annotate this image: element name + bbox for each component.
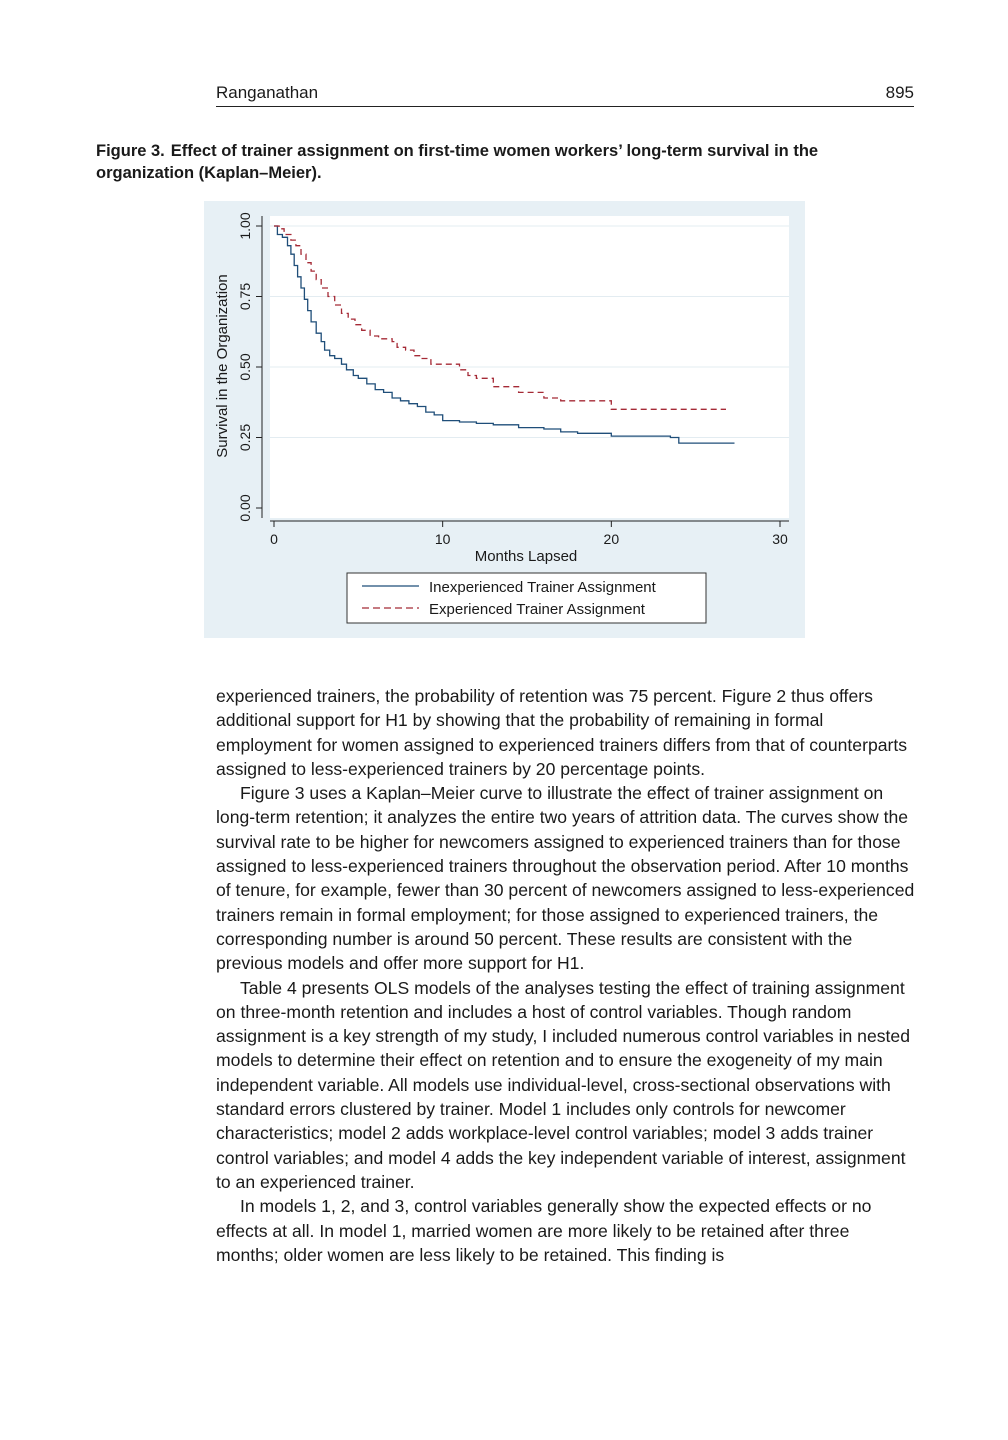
y-tick-label: 1.00 — [237, 212, 253, 239]
axis-ticks: 0.00 0.25 0.50 0.75 1.00 0 10 20 30 — [237, 212, 788, 547]
x-tick-label: 30 — [772, 531, 788, 547]
figure-panel: 0.00 0.25 0.50 0.75 1.00 0 10 20 30 Survival in … — [204, 201, 805, 638]
legend-label-inexperienced: Inexperienced Trainer Assignment — [429, 579, 657, 596]
x-tick-label: 10 — [435, 531, 451, 547]
running-head-author: Ranganathan — [216, 83, 319, 102]
legend: Inexperienced Trainer Assignment Experie… — [346, 572, 707, 624]
series-line-inexperienced — [274, 225, 735, 444]
y-tick-label: 0.50 — [237, 353, 253, 380]
figure-label: Figure 3. — [96, 142, 165, 160]
legend-box — [346, 572, 707, 624]
page-number: 895 — [885, 83, 914, 102]
paragraph: Table 4 presents OLS models of the analy… — [216, 977, 910, 1192]
x-tick-label: 0 — [270, 531, 278, 547]
grid-lines — [270, 225, 789, 438]
x-tick-label: 20 — [604, 531, 620, 547]
body-text: experienced trainers, the probability of… — [216, 684, 916, 1267]
series-line-experienced — [274, 225, 726, 410]
figure-caption-text: Effect of trainer assignment on first-ti… — [96, 142, 819, 182]
paragraph: In models 1, 2, and 3, control variables… — [216, 1196, 872, 1265]
x-axis-title: Months Lapsed — [475, 548, 578, 565]
legend-label-experienced: Experienced Trainer Assignment — [429, 601, 646, 618]
kaplan-meier-chart: 0.00 0.25 0.50 0.75 1.00 0 10 20 30 Survival in … — [214, 212, 789, 624]
paragraph: Figure 3 uses a Kaplan–Meier curve to il… — [216, 783, 915, 974]
running-head: Ranganathan 895 — [216, 82, 914, 107]
survival-curves — [274, 225, 735, 444]
figure-caption: Figure 3. Effect of trainer assignment on… — [96, 140, 914, 184]
y-tick-label: 0.00 — [237, 494, 253, 521]
paragraph: experienced trainers, the probability of… — [216, 686, 908, 779]
y-tick-label: 0.25 — [237, 424, 253, 451]
y-axis-title: Survival in the Organization — [214, 274, 231, 457]
y-tick-label: 0.75 — [237, 283, 253, 310]
